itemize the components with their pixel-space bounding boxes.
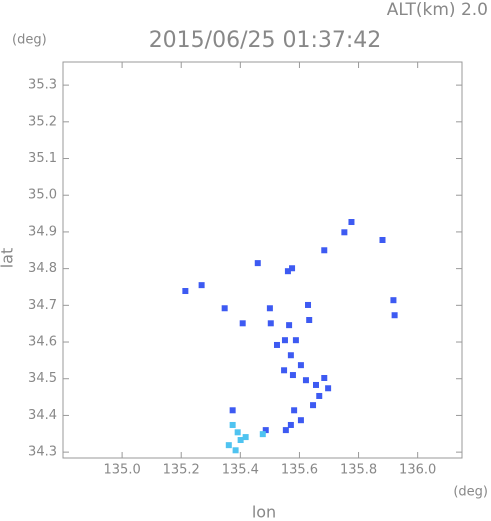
y-tick-label: 34.3 xyxy=(28,445,57,460)
radar-echo xyxy=(198,282,205,289)
radar-echo xyxy=(242,434,249,441)
y-tick-label: 34.9 xyxy=(28,224,57,239)
y-tick-label: 34.4 xyxy=(28,408,57,423)
radar-echo xyxy=(390,297,397,304)
y-tick-label: 35.3 xyxy=(28,78,57,93)
radar-echo xyxy=(289,372,296,379)
radar-echo xyxy=(229,407,236,414)
radar-echo xyxy=(229,421,236,428)
y-unit: (deg) xyxy=(12,33,47,48)
x-tick-label: 135.2 xyxy=(163,463,200,478)
radar-echo xyxy=(225,442,232,449)
radar-echo xyxy=(321,374,328,381)
radar-echo xyxy=(182,288,189,295)
radar-echo xyxy=(312,381,319,388)
x-axis-title: lon xyxy=(252,503,276,521)
radar-echo xyxy=(281,367,288,374)
y-tick-label: 35.2 xyxy=(28,114,57,129)
x-tick-label: 135.8 xyxy=(340,463,377,478)
radar-echo xyxy=(391,312,398,319)
radar-echo xyxy=(305,301,312,308)
radar-echo xyxy=(221,305,228,312)
x-tick-label: 135.0 xyxy=(104,463,141,478)
radar-echo xyxy=(297,417,304,424)
radar-echo xyxy=(234,429,241,436)
radar-echo xyxy=(310,402,317,409)
radar-echo xyxy=(237,437,244,444)
radar-echo xyxy=(321,247,328,254)
chart-title: 2015/06/25 01:37:42 xyxy=(149,28,382,53)
radar-echo xyxy=(289,265,296,272)
radar-echo xyxy=(306,317,313,324)
y-tick-label: 34.5 xyxy=(28,371,57,386)
radar-echo xyxy=(287,421,294,428)
radar-echo xyxy=(232,447,239,454)
radar-echo xyxy=(316,392,323,399)
radar-echo xyxy=(259,431,266,438)
radar-echo xyxy=(292,337,299,344)
radar-echo xyxy=(262,427,269,434)
y-axis-title: lat xyxy=(0,248,17,269)
altitude-label: ALT(km) 2.0 xyxy=(387,0,488,20)
radar-echo xyxy=(297,362,304,369)
radar-echo xyxy=(281,337,288,344)
y-tick-label: 34.6 xyxy=(28,335,57,350)
radar-echo xyxy=(282,427,289,434)
radar-echo xyxy=(254,260,261,267)
radar-echo xyxy=(286,322,293,329)
radar-echo xyxy=(291,407,298,414)
radar-echo xyxy=(284,268,291,275)
radar-echo xyxy=(287,352,294,359)
radar-echo xyxy=(266,305,273,312)
x-unit: (deg) xyxy=(453,485,488,500)
y-tick-label: 35.1 xyxy=(28,151,57,166)
radar-echo xyxy=(348,219,355,226)
x-tick-label: 135.4 xyxy=(222,463,259,478)
radar-echo xyxy=(267,320,274,327)
radar-echo xyxy=(302,377,309,384)
radar-echo xyxy=(239,320,246,327)
radar-echo xyxy=(379,236,386,243)
y-tick-label: 34.7 xyxy=(28,298,57,313)
y-tick-label: 34.8 xyxy=(28,261,57,276)
x-tick-label: 135.6 xyxy=(281,463,318,478)
radar-echo xyxy=(273,341,280,348)
x-tick-label: 136.0 xyxy=(399,463,436,478)
radar-echo xyxy=(325,385,332,392)
plot-frame xyxy=(62,61,463,459)
y-tick-label: 35.0 xyxy=(28,188,57,203)
radar-echo xyxy=(341,229,348,236)
